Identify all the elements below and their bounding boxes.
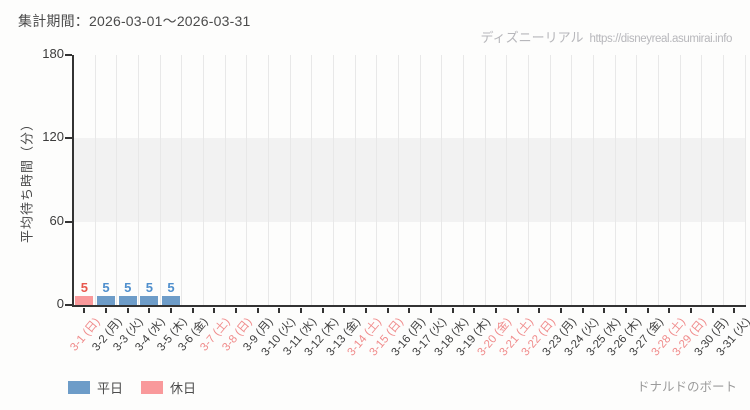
grid-cell bbox=[529, 55, 551, 313]
x-tick-mark bbox=[170, 308, 173, 313]
legend-item-weekday: 平日 bbox=[68, 378, 123, 397]
watermark-brand: ディズニーリアル bbox=[480, 30, 584, 45]
x-tick-mark bbox=[451, 308, 454, 313]
y-tick-mark bbox=[65, 54, 72, 56]
x-tick-mark bbox=[300, 308, 303, 313]
y-tick-label: 120 bbox=[42, 129, 64, 145]
grid-cell bbox=[291, 55, 313, 313]
bar-value-label: 5 bbox=[124, 280, 132, 296]
watermark-url: https://disneyreal.asumirai.info bbox=[589, 33, 732, 45]
y-tick-label: 180 bbox=[42, 46, 64, 61]
x-tick-mark bbox=[386, 308, 389, 313]
bar bbox=[118, 296, 137, 305]
x-tick-mark bbox=[343, 308, 346, 313]
x-tick-mark bbox=[711, 308, 714, 313]
grid-cell bbox=[312, 55, 335, 313]
grid-cell bbox=[442, 55, 465, 313]
grid-cell bbox=[334, 55, 356, 313]
x-tick-mark bbox=[105, 308, 107, 313]
x-tick-mark bbox=[148, 308, 151, 313]
grid-cell bbox=[616, 55, 638, 313]
grid-cell bbox=[269, 55, 291, 313]
x-tick-mark bbox=[690, 308, 693, 313]
y-tick-mark bbox=[65, 137, 72, 140]
x-tick-mark bbox=[473, 308, 476, 313]
grid-cell: 5 bbox=[96, 55, 118, 313]
grid-cell bbox=[681, 55, 703, 313]
bar bbox=[97, 296, 115, 305]
x-tick-mark bbox=[365, 308, 368, 313]
x-tick-mark bbox=[256, 308, 259, 313]
x-tick-mark bbox=[516, 308, 519, 313]
bar-value-label: 5 bbox=[80, 280, 88, 296]
grid-cell bbox=[204, 55, 226, 313]
bar-value-label: 5 bbox=[145, 280, 153, 296]
bar-value-label: 5 bbox=[167, 280, 175, 296]
legend: 平日 休日 bbox=[68, 378, 196, 397]
grid-cell bbox=[247, 55, 270, 313]
x-tick-mark bbox=[235, 308, 238, 313]
grid-cell bbox=[659, 55, 681, 313]
bar bbox=[140, 296, 159, 305]
x-tick-mark bbox=[560, 308, 563, 313]
legend-holiday-swatch bbox=[141, 381, 164, 394]
legend-item-holiday: 休日 bbox=[141, 378, 196, 397]
grid-cell bbox=[572, 55, 595, 313]
legend-weekday-swatch bbox=[68, 381, 90, 394]
grid-cell bbox=[464, 55, 486, 313]
x-axis-labels: 3-1 (日) 3-2 (月) 3-3 (火) 3-4 (水) 3-5 (木) 3-6 (… bbox=[68, 308, 750, 370]
attraction-name: ドナルドのボート bbox=[636, 380, 737, 394]
x-tick-mark bbox=[538, 308, 541, 313]
grid-cell bbox=[226, 55, 248, 313]
x-tick-mark bbox=[430, 308, 433, 313]
bar-value-label: 5 bbox=[102, 280, 110, 296]
x-tick-mark bbox=[668, 308, 671, 313]
x-tick-mark bbox=[581, 308, 584, 313]
x-tick-mark bbox=[733, 308, 736, 313]
x-tick-mark bbox=[495, 308, 498, 313]
grid-cell bbox=[594, 55, 616, 313]
y-tick-mark bbox=[65, 304, 72, 306]
x-tick-mark bbox=[191, 308, 194, 313]
y-tick-mark bbox=[65, 220, 72, 223]
legend-holiday-label: 休日 bbox=[170, 381, 197, 396]
x-tick-mark bbox=[603, 308, 606, 313]
grid-cell: 5 bbox=[117, 55, 140, 313]
x-tick-mark bbox=[646, 308, 649, 313]
legend-weekday-label: 平日 bbox=[97, 381, 124, 396]
grid-cell: 5 bbox=[74, 55, 96, 313]
x-tick-mark bbox=[408, 308, 411, 313]
grid-cell bbox=[377, 55, 400, 313]
x-tick-mark bbox=[83, 308, 86, 313]
grid-cell: 5 bbox=[139, 55, 161, 313]
grid-cell bbox=[507, 55, 530, 313]
x-tick-mark bbox=[625, 308, 628, 313]
y-tick-label: 60 bbox=[49, 212, 64, 228]
bar bbox=[75, 296, 94, 305]
watermark: ディズニーリアル https://disneyreal.asumirai.info bbox=[481, 27, 733, 47]
grid-cell bbox=[702, 55, 725, 313]
grid-cell bbox=[724, 55, 746, 313]
grid-cell bbox=[637, 55, 660, 313]
grid-cell: 5 bbox=[161, 55, 183, 313]
grid-cell bbox=[486, 55, 508, 313]
grid-cell bbox=[421, 55, 443, 313]
y-tick-label: 0 bbox=[56, 296, 64, 311]
reference-band bbox=[74, 138, 746, 222]
x-tick-mark bbox=[126, 308, 129, 313]
x-label-cell: 3-31 (火) bbox=[714, 308, 750, 370]
x-tick-mark bbox=[213, 308, 216, 313]
grid-cell bbox=[399, 55, 421, 313]
x-tick-mark bbox=[278, 308, 281, 313]
x-tick-mark bbox=[321, 308, 324, 313]
grid-cell bbox=[182, 55, 205, 313]
bar bbox=[162, 296, 181, 305]
grid-cell bbox=[551, 55, 573, 313]
report-period-title: 集計期間：2026-03-01～2026-03-31 bbox=[18, 13, 251, 29]
grid-cell bbox=[356, 55, 378, 313]
